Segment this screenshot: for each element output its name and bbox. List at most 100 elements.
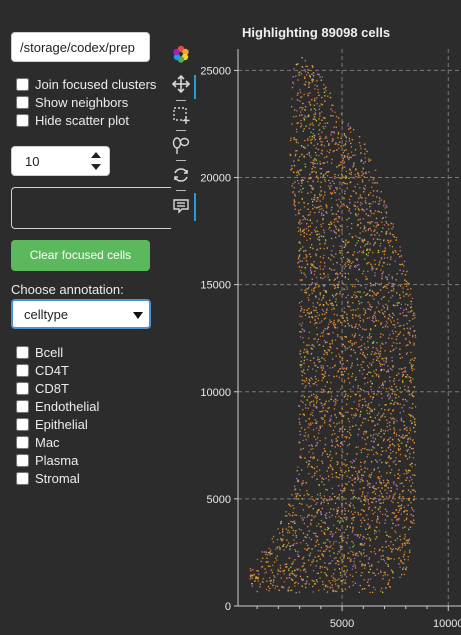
- celltype-cd4t-checkbox[interactable]: CD4T: [16, 361, 69, 379]
- cell-point: [364, 227, 366, 229]
- celltype-stromal-checkbox[interactable]: Stromal: [16, 469, 80, 487]
- celltype-cd4t-box[interactable]: [16, 363, 29, 377]
- data-path-input[interactable]: [11, 32, 150, 62]
- celltype-bcell-checkbox[interactable]: Bcell: [16, 343, 63, 361]
- celltype-bcell-box[interactable]: [16, 345, 29, 359]
- cell-point: [363, 143, 365, 146]
- cell-point: [279, 532, 281, 534]
- cell-point: [331, 473, 333, 475]
- clear-focused-cells-button[interactable]: Clear focused cells: [11, 240, 150, 271]
- bokeh-logo-icon[interactable]: [170, 43, 192, 65]
- cell-point: [392, 438, 394, 441]
- cell-point: [283, 581, 286, 583]
- cell-point: [367, 436, 369, 438]
- cell-point: [325, 488, 327, 491]
- cell-point: [313, 456, 315, 458]
- cell-point: [357, 555, 359, 557]
- cell-point: [304, 583, 306, 585]
- cell-point: [341, 485, 343, 487]
- celltype-cd8t-checkbox[interactable]: CD8T: [16, 379, 69, 397]
- cell-point: [350, 559, 352, 561]
- cell-point: [402, 490, 404, 492]
- cell-point: [342, 314, 344, 317]
- cell-point: [360, 513, 362, 516]
- cell-point: [397, 473, 399, 475]
- cell-point: [327, 456, 329, 458]
- cell-point: [347, 377, 350, 379]
- celltype-mac-box[interactable]: [16, 435, 29, 449]
- cell-point: [407, 437, 409, 440]
- cell-point: [340, 388, 342, 390]
- cell-point: [380, 368, 383, 371]
- cell-point: [364, 418, 367, 420]
- join-focused-clusters-checkbox[interactable]: Join focused clusters: [16, 75, 156, 93]
- cell-point: [334, 400, 337, 402]
- cell-point: [312, 400, 315, 403]
- cell-point: [398, 449, 400, 451]
- show-neighbors-checkbox[interactable]: Show neighbors: [16, 93, 128, 111]
- box-select-icon[interactable]: [170, 104, 192, 126]
- cell-point: [346, 453, 348, 455]
- show-neighbors-box[interactable]: [16, 95, 29, 109]
- cell-point: [371, 221, 373, 223]
- cell-point: [380, 571, 382, 573]
- celltype-endothelial-checkbox[interactable]: Endothelial: [16, 397, 99, 415]
- cell-point: [370, 386, 372, 388]
- cell-point: [329, 562, 332, 564]
- cell-point: [350, 265, 352, 267]
- cell-point: [350, 309, 352, 311]
- cell-point: [362, 361, 365, 363]
- join-focused-clusters-box[interactable]: [16, 77, 29, 91]
- decrement-arrow-icon[interactable]: [91, 164, 101, 170]
- hide-scatter-plot-checkbox[interactable]: Hide scatter plot: [16, 111, 129, 129]
- cell-point: [359, 370, 361, 372]
- cell-point: [311, 244, 313, 246]
- hover-icon[interactable]: [170, 195, 192, 217]
- cell-point: [290, 137, 292, 139]
- cell-point: [318, 108, 320, 110]
- celltype-endothelial-box[interactable]: [16, 399, 29, 413]
- pan-icon[interactable]: [170, 73, 192, 95]
- celltype-plasma-checkbox[interactable]: Plasma: [16, 451, 78, 469]
- cell-point: [364, 148, 366, 150]
- cell-point: [337, 286, 339, 289]
- increment-arrow-icon[interactable]: [91, 152, 101, 158]
- neighbor-count-value[interactable]: 10: [25, 154, 40, 169]
- cell-point: [337, 205, 339, 207]
- cell-point: [314, 375, 316, 378]
- celltype-cd8t-box[interactable]: [16, 381, 29, 395]
- cell-point: [363, 225, 365, 227]
- cell-point: [355, 552, 358, 554]
- cell-point: [312, 162, 314, 164]
- cell-point: [317, 550, 319, 552]
- annotation-select[interactable]: celltype: [11, 299, 151, 329]
- cell-point: [344, 582, 347, 584]
- cell-point: [345, 177, 347, 179]
- cell-point: [333, 422, 335, 424]
- cell-point: [364, 161, 366, 163]
- hide-scatter-plot-box[interactable]: [16, 113, 29, 127]
- cell-point: [283, 544, 285, 546]
- celltype-stromal-box[interactable]: [16, 471, 29, 485]
- celltype-mac-checkbox[interactable]: Mac: [16, 433, 60, 451]
- cell-point: [386, 263, 388, 265]
- cell-point: [382, 550, 384, 552]
- neighbor-count-spinner[interactable]: 10: [11, 146, 110, 176]
- cell-point: [343, 440, 346, 442]
- cell-point: [344, 320, 346, 323]
- celltype-epithelial-checkbox[interactable]: Epithelial: [16, 415, 88, 433]
- cell-point: [304, 77, 306, 79]
- lasso-select-icon[interactable]: [170, 134, 192, 156]
- celltype-epithelial-box[interactable]: [16, 417, 29, 431]
- cell-point: [331, 457, 333, 459]
- cell-point: [361, 203, 363, 205]
- cell-point: [366, 353, 369, 356]
- cell-point: [349, 306, 351, 308]
- celltype-plasma-box[interactable]: [16, 453, 29, 467]
- cell-point: [351, 540, 353, 543]
- reset-icon[interactable]: [170, 164, 192, 186]
- focused-cells-textarea[interactable]: [11, 187, 171, 229]
- cell-point: [347, 300, 349, 303]
- cell-point: [380, 502, 382, 504]
